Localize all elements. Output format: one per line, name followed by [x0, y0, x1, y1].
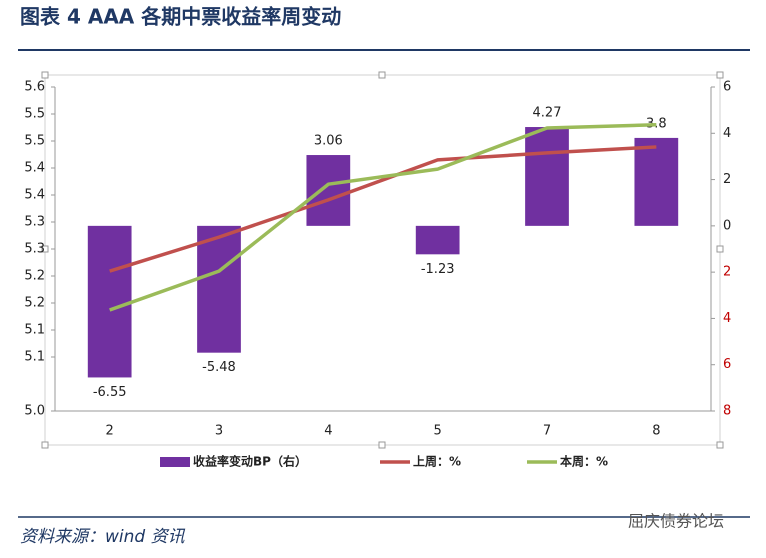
line: [109, 145, 657, 273]
chart: 5.6 5.5 5.5 5.4 5.4 5.3 5.3 5.2 5.2 5.1 5.1 5.0 6 4 2 0…: [24, 80, 731, 469]
y2-tick-label: 6: [723, 357, 731, 372]
bar: [197, 225, 241, 353]
y2-tick-label: 6: [723, 80, 731, 95]
bar: [634, 137, 679, 226]
data-label: 3.8: [646, 116, 667, 131]
legend-label: 上周：%: [413, 454, 461, 469]
y-tick-label: 5.0: [24, 404, 45, 419]
line: [109, 123, 657, 312]
y2-tick-label: 2: [723, 172, 731, 187]
x-tick-label: 5: [434, 424, 442, 439]
bar: [306, 155, 351, 226]
y-tick-label: 5.1: [24, 323, 45, 338]
y-tick-label: 5.1: [24, 350, 45, 365]
y2-tick-label: 4: [723, 126, 731, 141]
x-tick-label: 7: [543, 424, 551, 439]
y2-tick-label: 0: [723, 218, 731, 233]
bar: [525, 127, 569, 226]
x-tick-label: 4: [324, 424, 332, 439]
y2-tick-label: 2: [723, 265, 731, 280]
data-label: -1.23: [421, 262, 455, 277]
legend-swatch: [160, 457, 190, 467]
data-label: -6.55: [93, 385, 127, 400]
bar: [87, 225, 132, 378]
data-label: -5.48: [202, 360, 236, 375]
bar: [415, 225, 460, 255]
legend-label: 本周：%: [560, 454, 608, 469]
y-tick-label: 5.5: [24, 134, 45, 149]
y-tick-label: 5.2: [24, 269, 45, 284]
x-tick-label: 8: [652, 424, 660, 439]
y2-tick-label: 8: [723, 404, 731, 419]
frame-handles: [41, 71, 724, 449]
y2-tick-label: 4: [723, 311, 731, 326]
legend-label: 收益率变动BP（右）: [193, 454, 307, 469]
y-tick-label: 5.4: [24, 161, 45, 176]
x-tick-label: 2: [106, 424, 114, 439]
watermark: 屈庆债券论坛: [628, 512, 724, 531]
source: 资料来源：wind 资讯: [20, 527, 186, 547]
data-label: 4.27: [533, 106, 562, 121]
y-tick-label: 5.5: [24, 107, 45, 122]
y-tick-label: 5.2: [24, 296, 45, 311]
data-label: 3.06: [314, 134, 343, 149]
y-tick-label: 5.4: [24, 188, 45, 203]
y-tick-label: 5.3: [24, 242, 45, 257]
y-tick-label: 5.6: [24, 80, 45, 95]
y-tick-label: 5.3: [24, 215, 45, 230]
x-tick-label: 3: [215, 424, 223, 439]
title: 图表 4 AAA 各期中票收益率周变动: [20, 5, 341, 29]
